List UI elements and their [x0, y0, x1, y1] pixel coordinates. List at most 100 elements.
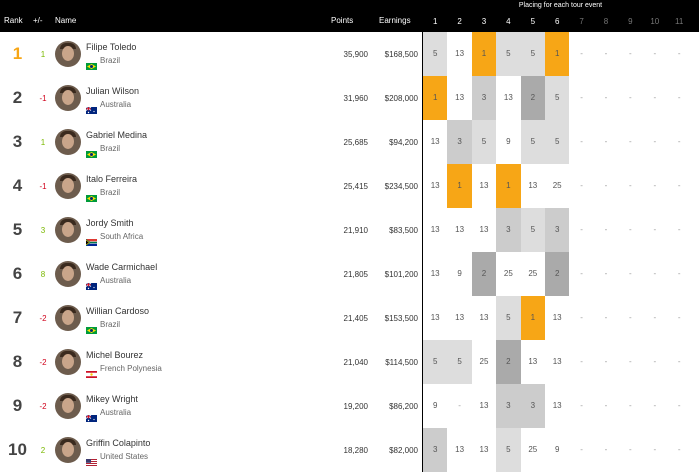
placing-cell-event-2: - — [458, 401, 461, 410]
placing-cell-event-10: - — [653, 313, 657, 322]
placing-cell-event-11: - — [677, 313, 681, 322]
avatar[interactable] — [55, 437, 81, 463]
placing-cell-event-2: 13 — [455, 49, 465, 58]
surfer-name[interactable]: Italo Ferreira — [86, 174, 138, 184]
placing-cell-event-1: 13 — [430, 137, 440, 146]
placing-cell-event-5: 5 — [520, 120, 545, 164]
placing-cell-event-4: 1 — [496, 164, 521, 208]
table-row[interactable]: 8 -2 Michel Bourez French Polynesia 21,040 $1… — [0, 340, 699, 384]
placing-cell-event-10: - — [653, 445, 657, 454]
earnings-column-header[interactable]: Earnings — [379, 16, 411, 25]
placing-cell-event-11: - — [677, 181, 681, 190]
event-header-7[interactable]: 7 — [579, 17, 584, 26]
points-value: 25,685 — [343, 138, 368, 147]
placing-cell-event-1: 13 — [430, 269, 440, 278]
table-row[interactable]: 3 1 Gabriel Medina Brazil 25,685 $94,200 13 3 5 9… — [0, 120, 699, 164]
rank-value: 5 — [12, 220, 23, 239]
points-value: 21,910 — [343, 226, 368, 235]
event-header-5[interactable]: 5 — [530, 17, 536, 26]
placing-cell-event-9: - — [629, 49, 632, 58]
table-row[interactable]: 5 3 Jordy Smith South Africa 21,910 $83,500 13… — [0, 208, 699, 252]
rank-change: -2 — [39, 358, 47, 367]
surfer-name[interactable]: Mikey Wright — [86, 394, 138, 404]
placing-cell-event-9: - — [629, 313, 632, 322]
table-row[interactable]: 6 8 Wade Carmichael Australia 21,805 $101,200… — [0, 252, 699, 296]
placing-cell-event-11: - — [677, 49, 681, 58]
table-row[interactable]: 10 2 Griffin Colapinto United States 18,280 $… — [0, 428, 699, 472]
earnings-value: $101,200 — [384, 270, 418, 279]
avatar[interactable] — [55, 85, 81, 111]
surfer-name[interactable]: Gabriel Medina — [86, 130, 148, 140]
placing-cell-event-5: 5 — [520, 32, 545, 76]
placing-cell-event-3: 13 — [479, 313, 489, 322]
avatar[interactable] — [55, 173, 81, 199]
avatar[interactable] — [55, 393, 81, 419]
placing-cell-event-5: 13 — [528, 181, 538, 190]
placing-cell-event-9: - — [629, 181, 632, 190]
placing-cell-event-3: 13 — [479, 181, 489, 190]
event-header-9[interactable]: 9 — [628, 17, 633, 26]
surfer-name[interactable]: Jordy Smith — [86, 218, 134, 228]
placing-cell-event-3: 13 — [479, 445, 489, 454]
placing-cell-event-7: - — [580, 357, 583, 366]
surfer-country: Australia — [100, 100, 132, 109]
event-header-11[interactable]: 11 — [675, 17, 684, 26]
event-header-10[interactable]: 10 — [650, 17, 660, 26]
table-row[interactable]: 4 -1 Italo Ferreira Brazil 25,415 $234,500 13 1… — [0, 164, 699, 208]
placing-cell-event-8: - — [604, 49, 608, 58]
surfer-name[interactable]: Filipe Toledo — [86, 42, 137, 52]
change-column-header[interactable]: +/- — [33, 16, 43, 25]
table-row[interactable]: 2 -1 Julian Wilson Australia 31,960 $208,000 1… — [0, 76, 699, 120]
brazil-flag-icon — [86, 321, 97, 334]
placing-cell-event-1: 13 — [430, 225, 440, 234]
placing-cell-event-11: - — [677, 137, 681, 146]
placing-cell-event-4: 9 — [506, 137, 511, 146]
event-header-1[interactable]: 1 — [432, 17, 438, 26]
placing-cell-event-2: 13 — [455, 313, 465, 322]
placing-cell-event-11: - — [677, 225, 681, 234]
event-header-6[interactable]: 6 — [554, 17, 560, 26]
event-header-8[interactable]: 8 — [603, 17, 609, 26]
australia-flag-icon — [85, 409, 97, 422]
placing-cell-event-4: 3 — [496, 208, 521, 252]
placing-cell-event-5: 25 — [528, 445, 538, 454]
avatar[interactable] — [55, 41, 81, 67]
rank-value: 1 — [12, 44, 23, 63]
points-value: 25,415 — [343, 182, 368, 191]
surfer-name[interactable]: Willian Cardoso — [86, 306, 150, 316]
rank-value: 4 — [12, 176, 23, 195]
surfer-name[interactable]: Wade Carmichael — [86, 262, 158, 272]
surfer-name[interactable]: Griffin Colapinto — [86, 438, 151, 448]
placing-cell-event-9: - — [629, 357, 632, 366]
table-row[interactable]: 7 -2 Willian Cardoso Brazil 21,405 $153,500 13… — [0, 296, 699, 340]
name-column-header[interactable]: Name — [55, 16, 77, 25]
avatar[interactable] — [55, 261, 81, 287]
points-column-header[interactable]: Points — [331, 16, 354, 25]
avatar[interactable] — [55, 349, 81, 375]
placing-cell-event-3: 13 — [479, 401, 489, 410]
event-header-2[interactable]: 2 — [457, 17, 462, 26]
table-row[interactable]: 9 -2 Mikey Wright Australia 19,200 $86,200 9 - 1… — [0, 384, 699, 428]
rank-change: 1 — [40, 138, 46, 147]
placing-cell-event-10: - — [653, 49, 657, 58]
placing-cell-event-5: 13 — [528, 357, 538, 366]
surfer-name[interactable]: Michel Bourez — [86, 350, 144, 360]
placing-cell-event-5: 1 — [520, 296, 545, 340]
brazil-flag-icon — [86, 145, 97, 158]
placing-cell-event-3: 13 — [479, 225, 489, 234]
avatar[interactable] — [55, 305, 81, 331]
placing-cell-event-4: 13 — [503, 93, 513, 102]
table-row[interactable]: 1 1 Filipe Toledo Brazil 35,900 $168,500 5 13 1 5… — [0, 32, 699, 76]
avatar[interactable] — [55, 217, 81, 243]
earnings-value: $208,000 — [384, 94, 418, 103]
surfer-name[interactable]: Julian Wilson — [86, 86, 140, 96]
placing-cell-event-8: - — [604, 445, 608, 454]
rank-column-header[interactable]: Rank — [4, 16, 23, 25]
event-header-3[interactable]: 3 — [481, 17, 487, 26]
avatar[interactable] — [55, 129, 81, 155]
placing-cell-event-1: 5 — [423, 32, 448, 76]
placing-cell-event-10: - — [653, 357, 657, 366]
placing-cell-event-7: - — [580, 93, 583, 102]
usa-flag-icon — [86, 453, 97, 466]
event-header-4[interactable]: 4 — [506, 17, 511, 26]
